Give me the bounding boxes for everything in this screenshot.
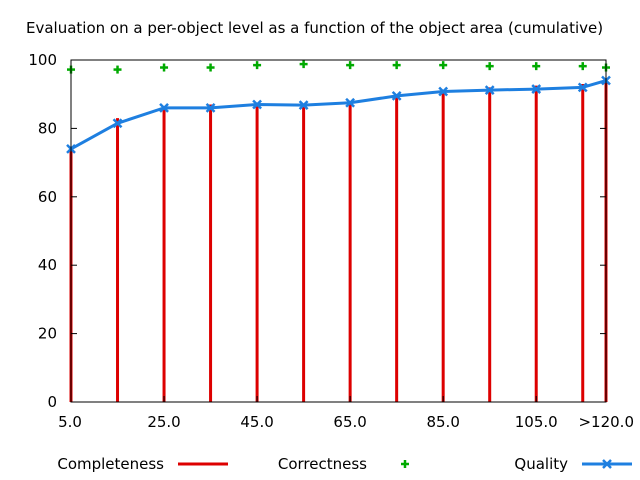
correctness-point [439, 61, 448, 70]
legend-label-correctness: Correctness [278, 455, 367, 473]
x-tick-label: 5.0 [58, 413, 82, 431]
chart-title: Evaluation on a per-object level as a fu… [26, 19, 603, 37]
quality-point [391, 91, 402, 101]
x-tick-label: 85.0 [426, 413, 459, 431]
x-axis-ticks: 5.0 25.0 45.0 65.0 85.0 105.0 >120.0 [58, 396, 634, 431]
legend: Completeness Correctness Quality [57, 455, 632, 473]
y-axis-ticks: 0 20 40 60 80 100 [28, 51, 606, 411]
x-tick-label: 65.0 [333, 413, 366, 431]
legend-swatch-correctness [401, 460, 409, 468]
legend-label-quality: Quality [514, 455, 568, 473]
correctness-point [346, 61, 355, 70]
quality-point [577, 82, 588, 93]
quality-point [438, 86, 449, 97]
correctness-point [206, 63, 215, 72]
correctness-point [160, 63, 169, 72]
y-tick-label: 0 [47, 393, 57, 411]
quality-point [531, 84, 542, 94]
correctness-point [485, 62, 494, 71]
y-tick-label: 80 [38, 119, 57, 137]
quality-point [205, 102, 216, 113]
quality-point [484, 85, 495, 95]
y-tick-label: 100 [28, 51, 57, 69]
y-tick-label: 60 [38, 188, 57, 206]
plot-border [70, 59, 607, 403]
correctness-points [67, 60, 610, 74]
y-tick-label: 40 [38, 256, 57, 274]
correctness-point [578, 62, 587, 71]
quality-point [112, 118, 123, 129]
x-tick-label: 25.0 [147, 413, 180, 431]
completeness-impulses [69, 78, 608, 402]
correctness-point [532, 62, 541, 71]
legend-label-completeness: Completeness [57, 455, 164, 473]
quality-series [66, 75, 611, 154]
x-tick-label: 45.0 [240, 413, 273, 431]
quality-point [298, 100, 309, 111]
quality-point [345, 97, 356, 108]
x-tick-label: 105.0 [515, 413, 558, 431]
quality-line [70, 79, 607, 151]
legend-swatch-quality [582, 459, 632, 469]
quality-point [159, 102, 169, 113]
correctness-point [392, 61, 401, 70]
correctness-point [113, 65, 122, 74]
correctness-point [299, 60, 308, 69]
quality-point [252, 99, 262, 110]
y-tick-label: 20 [38, 325, 57, 343]
x-tick-label: >120.0 [578, 413, 634, 431]
plot-frame [70, 59, 607, 403]
correctness-point [253, 61, 262, 70]
